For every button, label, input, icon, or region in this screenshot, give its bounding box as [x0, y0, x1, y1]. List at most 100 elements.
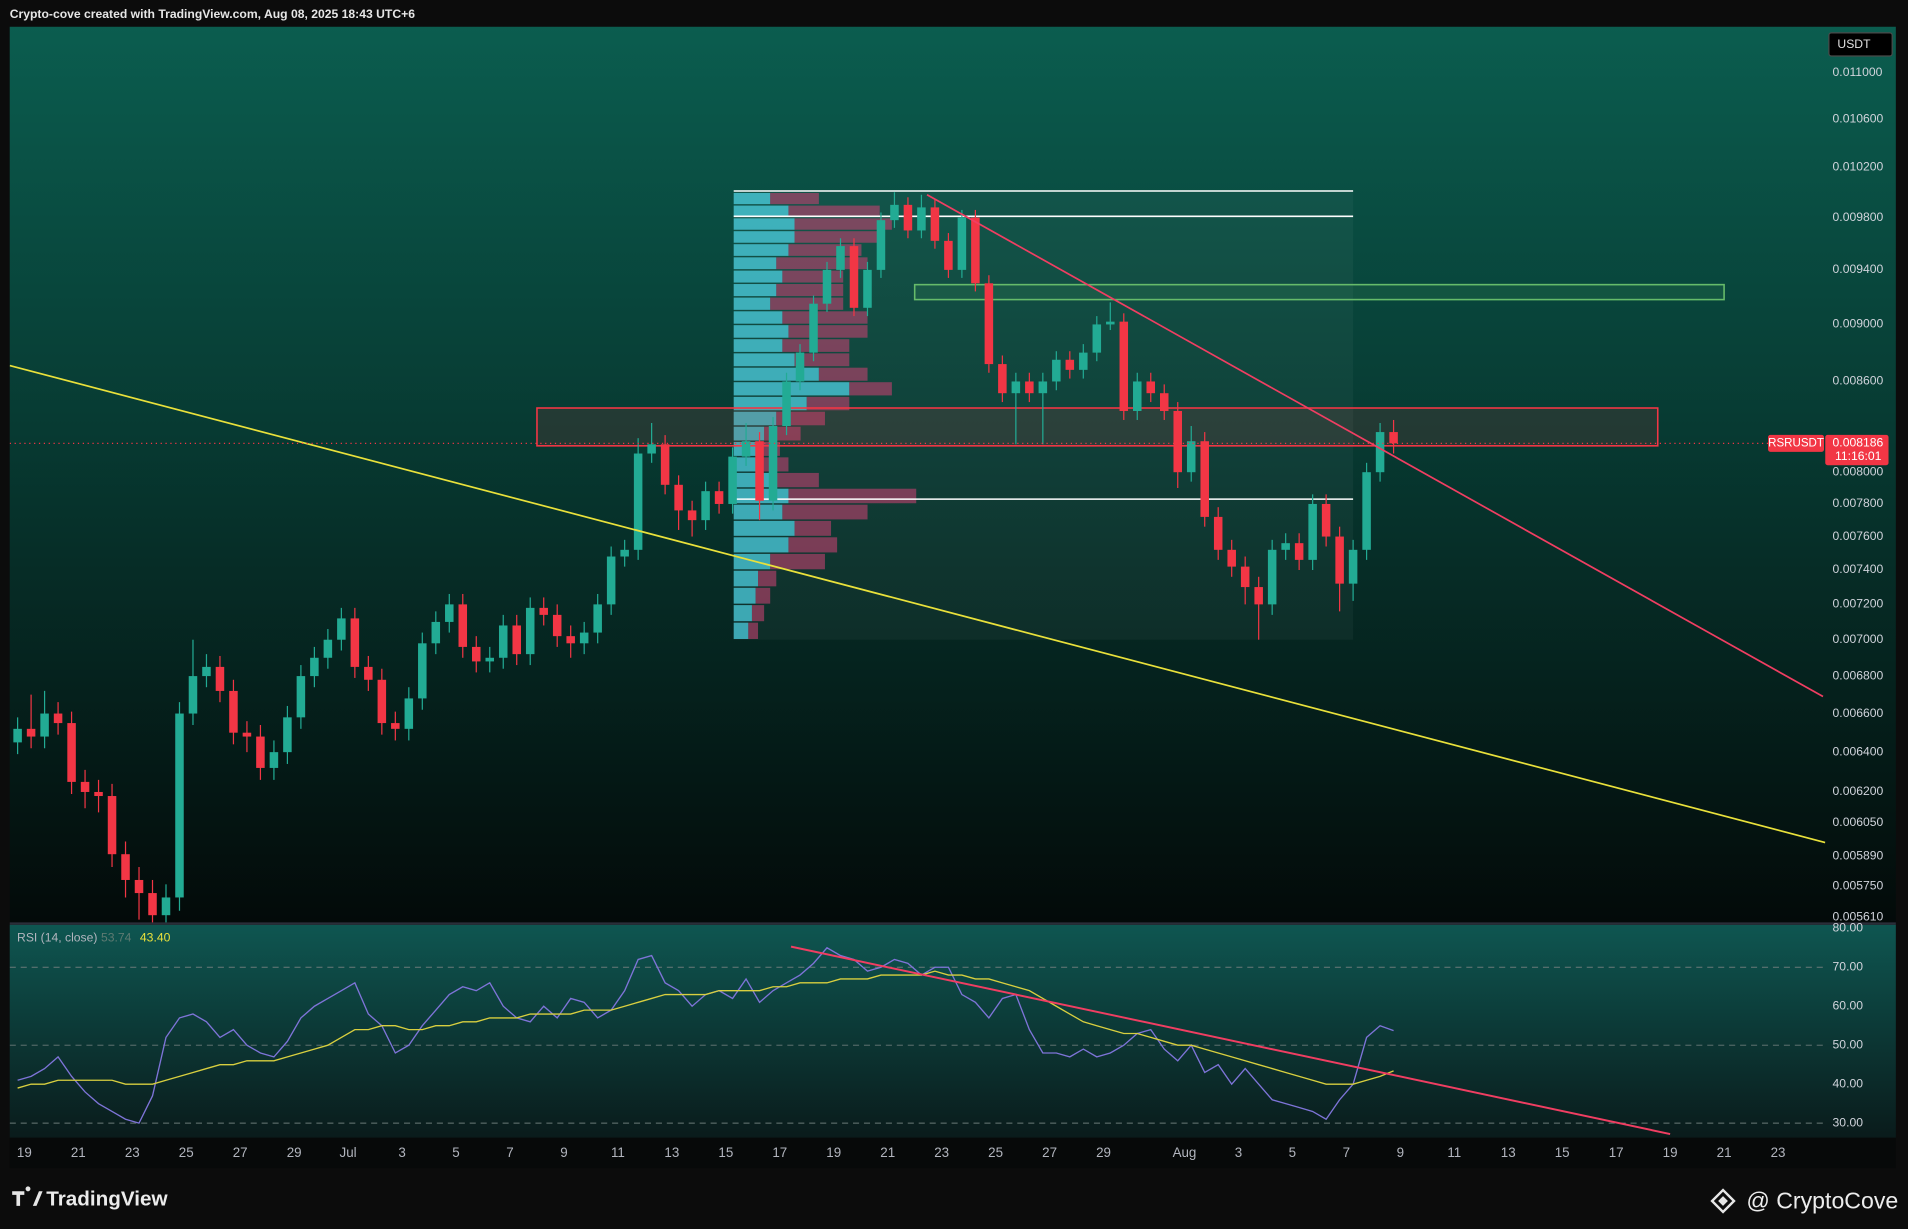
profile-up [733, 605, 752, 622]
x-tick-label: 9 [1397, 1145, 1404, 1160]
symbol-tag [1768, 434, 1825, 452]
candle-body [1119, 321, 1129, 411]
profile-down [782, 270, 844, 283]
profile-down [770, 553, 825, 570]
trend-line [9, 364, 1826, 844]
x-tick-label: 15 [1555, 1145, 1570, 1160]
candle-body [890, 204, 899, 221]
x-tick-label: 11 [1447, 1145, 1461, 1160]
candle-body [525, 607, 535, 655]
rsi-trend-line [790, 945, 1671, 1135]
candle-body [1025, 381, 1034, 394]
y-tick-label: 0.009800 [1833, 210, 1884, 224]
candle-body [768, 426, 778, 501]
profile-up [733, 553, 771, 570]
candle-body [1106, 321, 1115, 325]
candle-body [1267, 549, 1277, 605]
candle-body [566, 636, 575, 644]
x-tick-label: Aug [1173, 1145, 1197, 1160]
profile-up [733, 284, 777, 297]
candle-body [498, 625, 508, 658]
candle-body [1294, 543, 1304, 560]
y-tick-label: 0.007200 [1833, 597, 1884, 611]
y-tick-label: 0.007800 [1833, 496, 1884, 510]
profile-down [794, 231, 880, 243]
profile-up [733, 244, 789, 256]
y-tick-label: 0.009000 [1833, 317, 1884, 331]
x-tick-label: 5 [452, 1145, 459, 1160]
profile-up [733, 472, 771, 488]
candle-body [903, 204, 913, 231]
candle-body [323, 639, 333, 658]
y-tick-label: 0.005890 [1833, 849, 1884, 863]
profile-up [733, 339, 783, 352]
candle-body [782, 381, 791, 427]
profile-down [788, 244, 862, 256]
candle-body [687, 510, 697, 521]
candle-body [404, 698, 414, 729]
candle-body [242, 732, 252, 737]
profile-up [733, 382, 850, 396]
y-tick-label: 0.009400 [1833, 262, 1884, 276]
candle-body [1146, 381, 1156, 394]
candle-body [215, 666, 225, 691]
rsi-tick-label: 40.00 [1833, 1076, 1864, 1090]
profile-up [733, 205, 789, 217]
candle-body [660, 444, 670, 485]
candle-body [552, 614, 562, 637]
y-tick-label: 0.008600 [1833, 374, 1884, 388]
y-tick-label: 0.006600 [1833, 706, 1884, 720]
candle-body [445, 604, 454, 622]
candle-body [593, 604, 602, 633]
candle-body [458, 604, 468, 647]
candle-body [256, 736, 265, 768]
candle-body [849, 246, 859, 308]
brand-name: TradingView [46, 1187, 168, 1210]
axes: 0.011000 0.010600 0.010200 0.009800 0.009400… [17, 65, 1889, 1160]
currency-box [1828, 32, 1893, 57]
candle-body [1308, 503, 1317, 560]
date-axis [9, 1137, 1896, 1169]
x-tick-label: 25 [988, 1145, 1003, 1160]
candle-body [957, 217, 967, 270]
zone-box [536, 407, 1659, 447]
candle-body [175, 713, 184, 898]
candle-body [94, 791, 103, 797]
candle-body [822, 269, 832, 304]
profile-up [733, 587, 756, 604]
candle-body [917, 207, 926, 231]
candle-body [431, 621, 441, 644]
profile-down [782, 504, 868, 520]
candle-body [161, 897, 171, 916]
y-tick-label: 0.010600 [1833, 111, 1884, 125]
x-tick-label: 19 [1663, 1145, 1678, 1160]
profile-down [751, 605, 765, 622]
candle-body [1038, 381, 1048, 394]
candle-body [310, 657, 319, 677]
candle-body [377, 679, 387, 724]
profile-up [733, 297, 771, 310]
profile-up [733, 426, 765, 441]
y-tick-label: 0.007000 [1833, 632, 1884, 646]
candle-body [364, 666, 373, 680]
candle-body [53, 713, 63, 724]
candle-body [579, 632, 589, 644]
x-tick-label: 23 [125, 1145, 140, 1160]
x-tick-label: 21 [880, 1145, 895, 1160]
profile-down [776, 257, 868, 270]
x-tick-label: 11 [611, 1145, 625, 1160]
profile-up [733, 325, 789, 338]
x-tick-label: 21 [71, 1145, 86, 1160]
profile-down [788, 205, 880, 217]
profile-up [733, 520, 795, 536]
rsi-plot [9, 945, 1826, 1135]
rsi-title: RSI (14, close) [17, 930, 97, 944]
rsi-tick-label: 70.00 [1833, 959, 1864, 973]
candle-body [1079, 352, 1088, 370]
profile-down [748, 622, 759, 639]
zone-box [913, 283, 1725, 301]
currency-label: USDT [1837, 37, 1871, 51]
candle-body [1052, 359, 1061, 382]
candle-body [1362, 472, 1371, 550]
